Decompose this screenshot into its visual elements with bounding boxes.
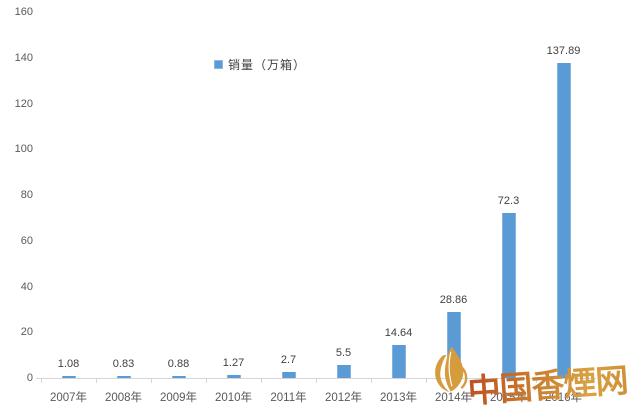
x-category-label: 2010年 <box>214 392 253 404</box>
y-tick-label: 60 <box>20 234 33 247</box>
bar-value-label: 1.08 <box>57 357 80 370</box>
bar <box>226 375 241 378</box>
bar-value-label: 72.3 <box>497 194 520 207</box>
x-category-label: 2016年 <box>544 392 583 404</box>
bar <box>61 375 76 378</box>
x-category-label: 2012年 <box>324 392 363 404</box>
y-tick-label: 160 <box>14 6 33 18</box>
x-axis-tick <box>261 379 262 383</box>
x-axis-tick <box>41 379 42 383</box>
legend: 销量（万箱） <box>214 56 306 73</box>
x-axis-tick <box>151 379 152 383</box>
x-axis-tick <box>536 379 537 383</box>
x-axis-tick <box>591 379 592 383</box>
x-axis-tick <box>316 379 317 383</box>
x-axis-tick <box>96 379 97 383</box>
legend-swatch-icon <box>214 60 223 69</box>
x-axis-tick <box>426 379 427 383</box>
x-axis-tick <box>371 379 372 383</box>
x-category-label: 2013年 <box>379 392 418 404</box>
y-tick-label: 40 <box>20 280 33 293</box>
y-tick-label: 100 <box>14 143 33 156</box>
y-tick-label: 0 <box>26 372 33 384</box>
y-tick-label: 20 <box>20 326 33 339</box>
legend-label: 销量（万箱） <box>228 58 307 72</box>
x-category-label: 2015年 <box>489 392 528 404</box>
bar <box>171 375 186 378</box>
x-category-label: 2014年 <box>434 392 473 404</box>
bar-value-label: 137.89 <box>546 44 581 57</box>
x-category-label: 2008年 <box>104 392 143 404</box>
bar-value-label: 28.86 <box>439 293 468 306</box>
x-category-label: 2007年 <box>49 392 88 404</box>
bar-value-label: 14.64 <box>384 326 413 339</box>
bar-value-label: 1.27 <box>222 357 245 370</box>
x-axis-tick <box>206 379 207 383</box>
bar <box>556 62 571 378</box>
bar-value-label: 0.83 <box>112 358 135 370</box>
x-category-label: 2009年 <box>159 392 198 404</box>
bar-value-label: 5.5 <box>335 347 352 360</box>
bar <box>391 344 406 378</box>
bar-value-label: 2.7 <box>280 353 297 366</box>
bar <box>281 371 296 378</box>
bar <box>501 212 516 378</box>
y-tick-label: 140 <box>14 51 33 64</box>
x-category-label: 2011年 <box>270 392 307 404</box>
y-tick-label: 80 <box>20 189 33 201</box>
bar <box>116 376 131 378</box>
bar <box>446 311 461 378</box>
x-axis-tick <box>481 379 482 383</box>
bar-value-label: 0.88 <box>167 357 190 370</box>
y-tick-label: 120 <box>14 97 33 110</box>
x-axis-line <box>36 378 596 379</box>
bar <box>336 365 351 378</box>
